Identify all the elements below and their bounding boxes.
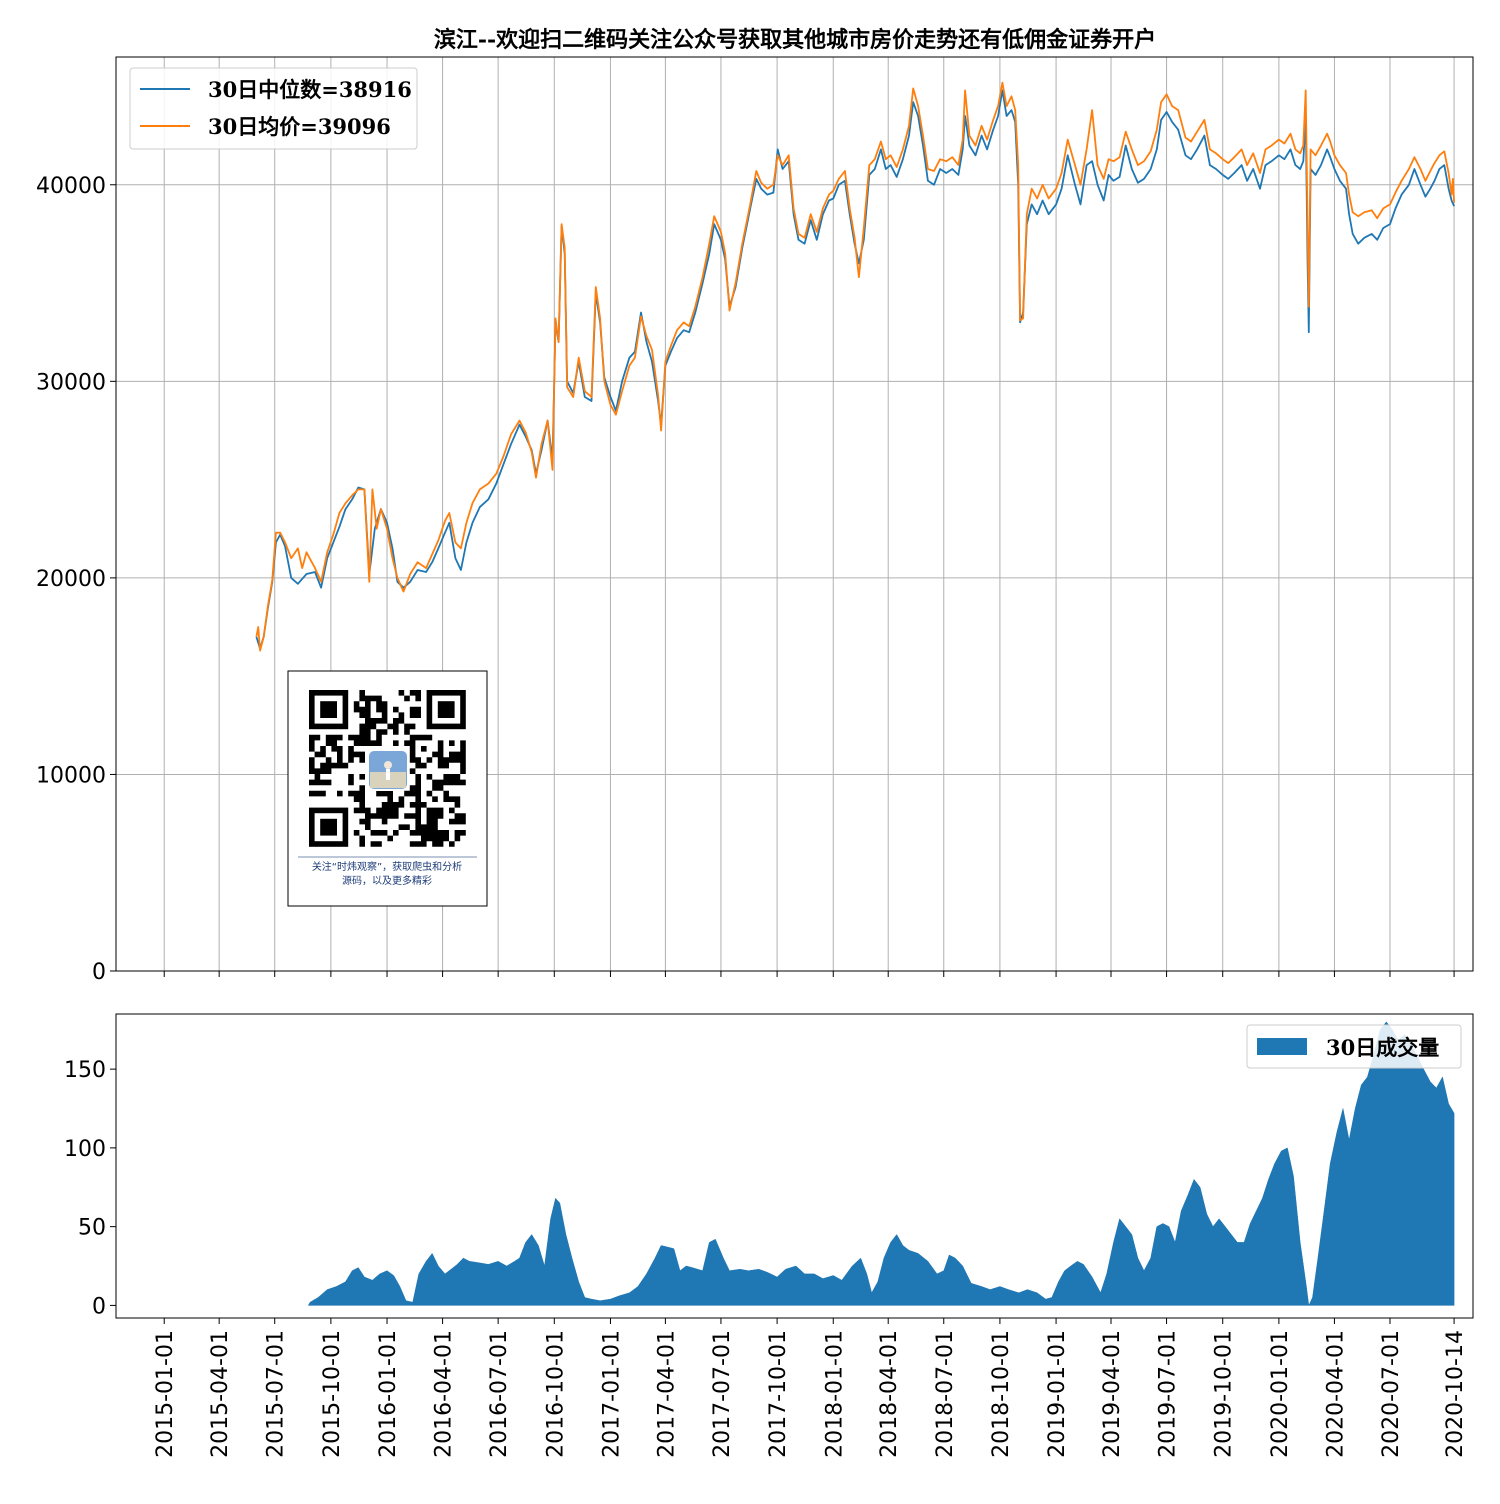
volume-xtick-label-7: 2016-10-01 [543, 1330, 568, 1458]
volume-xtick-label-21: 2020-04-01 [1323, 1330, 1348, 1458]
price-legend: 30日中位数=38916 30日均价=39096 [129, 67, 418, 150]
volume-xtick-label-13: 2018-04-01 [877, 1330, 902, 1458]
volume-ytick-label-2: 100 [64, 1137, 106, 1162]
volume-axes-frame [115, 1013, 1474, 1319]
volume-xtick-label-12: 2018-01-01 [822, 1330, 847, 1458]
volume-xtick-label-15: 2018-10-01 [989, 1330, 1014, 1458]
price-ytick-label-4: 40000 [36, 174, 106, 199]
price-line-median [255, 89, 1455, 650]
legend-label-median: 30日中位数=38916 [208, 77, 412, 102]
volume-legend-box [1246, 1024, 1462, 1069]
volume-area-0 [307, 1021, 1455, 1307]
price-ytick-label-1: 10000 [36, 763, 106, 788]
volume-xtick-label-4: 2016-01-01 [376, 1330, 401, 1458]
qr-modules-path [309, 690, 466, 847]
volume-x-ticks: 2015-01-01 2015-04-01 2015-07-01 2015-10-01… [153, 1318, 1468, 1458]
volume-xtick-label-0: 2015-01-01 [153, 1330, 178, 1458]
qr-finder-core-1 [437, 701, 455, 718]
qr-caption-line2: 源码，以及更多精彩 [342, 874, 432, 887]
volume-xtick-label-10: 2017-07-01 [710, 1330, 735, 1458]
qr-avatar [367, 749, 409, 791]
volume-xtick-label-14: 2018-07-01 [933, 1330, 958, 1458]
qr-code-card: 关注“时炜观察”，获取爬虫和分析 源码，以及更多精彩 [287, 670, 488, 907]
volume-xtick-label-2: 2015-07-01 [264, 1330, 289, 1458]
price-ytick-label-0: 0 [92, 960, 106, 985]
volume-xtick-label-1: 2015-04-01 [208, 1330, 233, 1458]
volume-xtick-label-19: 2019-10-01 [1212, 1330, 1237, 1458]
qr-code-icon [309, 690, 466, 847]
price-y-ticks: 0 10000 20000 30000 40000 [36, 174, 116, 985]
volume-xtick-label-8: 2017-01-01 [599, 1330, 624, 1458]
volume-xtick-label-6: 2016-07-01 [487, 1330, 512, 1458]
volume-xtick-label-18: 2019-07-01 [1156, 1330, 1181, 1458]
price-panel: 0 10000 20000 30000 40000 30日中位数=38916 30日均价… [36, 56, 1474, 985]
price-ytick-label-2: 20000 [36, 567, 106, 592]
volume-xtick-label-17: 2019-04-01 [1100, 1330, 1125, 1458]
volume-xtick-label-23: 2020-10-14 [1443, 1330, 1468, 1458]
price-axes-frame [115, 56, 1474, 972]
volume-xtick-label-22: 2020-07-01 [1379, 1330, 1404, 1458]
volume-xtick-label-3: 2015-10-01 [320, 1330, 345, 1458]
legend-label-average: 30日均价=39096 [208, 114, 391, 139]
qr-finder-core-2 [320, 818, 337, 836]
legend-label-volume: 30日成交量 [1326, 1035, 1439, 1060]
price-ytick-label-3: 30000 [36, 370, 106, 395]
volume-xtick-label-16: 2019-01-01 [1045, 1330, 1070, 1458]
volume-xtick-label-5: 2016-04-01 [432, 1330, 457, 1458]
volume-y-ticks: 0 50 100 150 [64, 1058, 116, 1319]
volume-xtick-label-20: 2020-01-01 [1268, 1330, 1293, 1458]
legend-swatch-volume [1257, 1038, 1307, 1055]
price-x-ticks [163, 971, 1455, 977]
qr-finder-core-0 [320, 701, 337, 718]
chart-title: 滨江--欢迎扫二维码关注公众号获取其他城市房价走势还有低佣金证券开户 [434, 27, 1156, 53]
price-line-average [255, 81, 1455, 652]
volume-panel: 0 50 100 150 2015-01-01 2015-04-01 2015-07-01… [64, 1013, 1474, 1458]
qr-caption-line1: 关注“时炜观察”，获取爬虫和分析 [312, 860, 462, 873]
volume-legend: 30日成交量 [1246, 1024, 1462, 1069]
volume-xtick-label-11: 2017-10-01 [766, 1330, 791, 1458]
volume-ytick-label-3: 150 [64, 1058, 106, 1083]
price-series [255, 81, 1455, 652]
volume-xtick-label-9: 2017-04-01 [654, 1330, 679, 1458]
volume-ytick-label-0: 0 [92, 1294, 106, 1319]
price-legend-box [129, 67, 418, 150]
volume-ytick-label-1: 50 [78, 1216, 106, 1241]
volume-series [307, 1021, 1455, 1307]
